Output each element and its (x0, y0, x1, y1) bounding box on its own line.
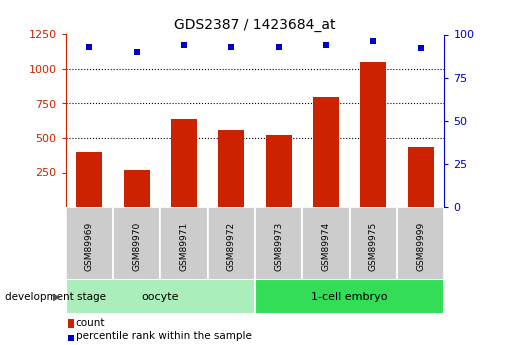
Bar (208, 207, 255, 286)
Point (322, 42, 330, 48)
Point (275, 44, 283, 49)
Point (133, 49, 141, 55)
Text: percentile rank within the sample: percentile rank within the sample (76, 332, 251, 341)
Text: oocyte: oocyte (141, 292, 179, 302)
Point (227, 44, 235, 49)
Bar (161, 207, 208, 286)
Text: GSM89969: GSM89969 (85, 222, 94, 271)
Text: 1-cell embryo: 1-cell embryo (312, 292, 388, 302)
Text: GSM89975: GSM89975 (369, 222, 378, 271)
Bar (397, 207, 444, 286)
Text: GSM89972: GSM89972 (227, 222, 236, 271)
Text: GSM89999: GSM89999 (416, 222, 425, 271)
Bar (124, 170, 149, 207)
Bar (218, 130, 244, 207)
Bar (76, 152, 103, 207)
Bar (113, 207, 161, 286)
Bar (266, 135, 292, 207)
Point (417, 46, 425, 51)
Bar (361, 62, 386, 207)
Point (67, 335, 75, 341)
Text: GSM89974: GSM89974 (322, 222, 331, 271)
Title: GDS2387 / 1423684_at: GDS2387 / 1423684_at (174, 18, 336, 32)
Point (369, 39, 377, 44)
Text: GSM89973: GSM89973 (274, 222, 283, 271)
Point (85, 44, 93, 49)
Bar (171, 119, 197, 207)
Bar (302, 207, 349, 286)
Bar (66, 279, 255, 314)
Text: ▶: ▶ (53, 292, 61, 302)
Point (180, 42, 188, 48)
Bar (66, 207, 113, 286)
Text: development stage: development stage (5, 292, 106, 302)
Bar (313, 97, 339, 207)
Text: GSM89970: GSM89970 (132, 222, 141, 271)
Bar (408, 147, 434, 207)
Bar (349, 207, 397, 286)
Text: count: count (76, 318, 105, 327)
Bar (255, 207, 302, 286)
Text: GSM89971: GSM89971 (179, 222, 188, 271)
Bar (255, 279, 444, 314)
